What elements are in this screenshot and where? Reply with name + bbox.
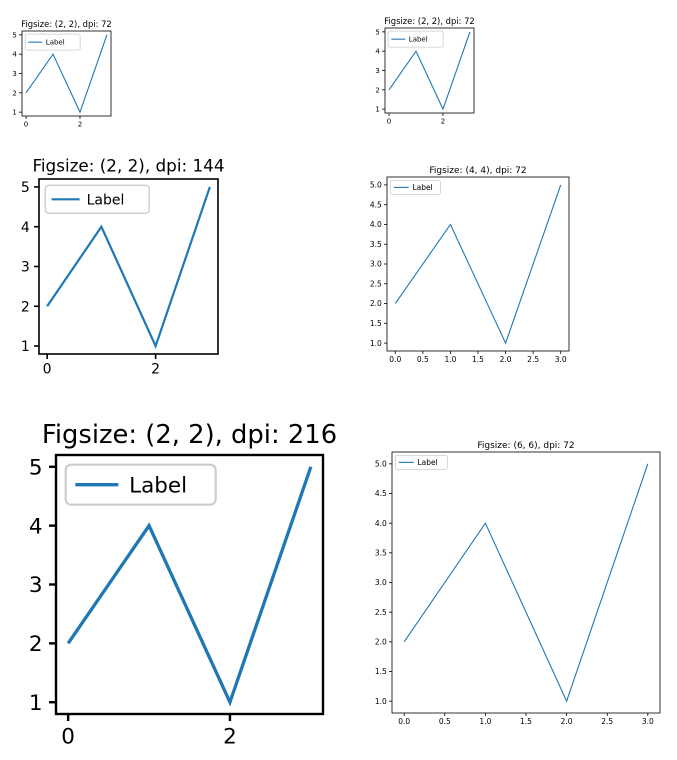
y-tick-label: 3 (375, 67, 379, 75)
series-line (403, 463, 649, 703)
y-tick-label: 3.0 (370, 260, 382, 269)
y-tick-label: 5 (375, 28, 379, 36)
chart-title: Figsize: (4, 4), dpi: 72 (429, 166, 526, 176)
chart-panel: Figsize: (4, 4), dpi: 72 0.0 0.5 1.0 1.5 2.0 2… (370, 166, 570, 364)
chart-title: Figsize: (2, 2), dpi: 72 (384, 16, 475, 26)
x-tick-label: 2.0 (561, 717, 573, 726)
y-tick-label: 5 (21, 180, 30, 196)
y-tick-label: 2.5 (370, 279, 382, 288)
chart-title: Figsize: (2, 2), dpi: 216 (42, 420, 337, 450)
y-tick-label: 2.0 (375, 638, 387, 647)
y-tick-label: 3 (12, 70, 16, 78)
y-tick-label: 5.0 (375, 460, 387, 469)
x-tick-label: 2 (78, 120, 82, 128)
y-tick-label: 1 (375, 106, 379, 114)
y-tick-label: 4.0 (375, 519, 387, 528)
y-tick-label: 3.0 (375, 578, 387, 587)
x-tick-label: 0 (387, 117, 391, 125)
legend-label: Label (46, 39, 65, 47)
x-tick-label: 0.0 (398, 717, 410, 726)
y-tick-label: 2.5 (375, 608, 387, 617)
x-tick-label: 2 (223, 725, 237, 750)
y-tick-label: 2 (375, 86, 379, 94)
legend-label: Label (413, 183, 433, 192)
y-tick-label: 4.5 (370, 200, 382, 209)
x-tick-label: 2.5 (527, 355, 539, 364)
y-tick-label: 1.5 (375, 667, 387, 676)
legend-box (64, 463, 217, 506)
y-tick-label: 4 (29, 514, 43, 539)
legend-label: Label (418, 458, 438, 467)
chart-panel: Figsize: (2, 2), dpi: 216 0 2 1 2 3 4 5 Label (29, 420, 337, 749)
y-tick-label: 3 (21, 260, 30, 276)
y-tick-label: 4 (21, 220, 30, 236)
x-tick-label: 1.5 (520, 717, 532, 726)
x-tick-label: 0 (24, 120, 28, 128)
legend-box (389, 179, 441, 195)
x-tick-label: 1.0 (479, 717, 491, 726)
chart-title: Figsize: (6, 6), dpi: 72 (477, 441, 574, 451)
x-tick-label: 2.0 (500, 355, 512, 364)
series-line (46, 186, 211, 350)
x-tick-label: 0 (61, 725, 75, 750)
y-tick-label: 1 (12, 109, 16, 117)
y-tick-label: 4 (375, 48, 380, 56)
y-tick-label: 4.5 (375, 489, 387, 498)
y-tick-label: 2 (29, 632, 43, 657)
y-tick-label: 5 (29, 456, 43, 481)
y-tick-label: 1 (29, 691, 43, 716)
y-tick-label: 2 (21, 299, 30, 315)
y-tick-label: 1.0 (375, 697, 387, 706)
legend-box (24, 33, 81, 51)
series-line (394, 184, 562, 345)
x-tick-label: 3.0 (642, 717, 654, 726)
y-tick-label: 1 (21, 339, 30, 355)
x-tick-label: 0.5 (417, 355, 429, 364)
chart-panel: Figsize: (2, 2), dpi: 72 0 2 1 2 3 4 5 Label (12, 19, 111, 128)
y-tick-label: 1.5 (370, 319, 382, 328)
chart-title: Figsize: (2, 2), dpi: 144 (32, 155, 224, 175)
y-tick-label: 3.5 (370, 240, 382, 249)
x-tick-label: 0 (43, 362, 52, 378)
chart-panel: Figsize: (6, 6), dpi: 72 0.0 0.5 1.0 1.5 2.0 2… (375, 441, 661, 726)
series-line (66, 466, 313, 707)
x-tick-label: 1.0 (444, 355, 456, 364)
series-line (388, 31, 471, 111)
y-tick-label: 2.0 (370, 299, 382, 308)
legend-box (44, 184, 150, 215)
x-tick-label: 0.5 (439, 717, 451, 726)
x-tick-label: 0.0 (389, 355, 401, 364)
y-tick-label: 4.0 (370, 220, 382, 229)
legend-box (394, 454, 448, 470)
y-tick-label: 2 (12, 89, 16, 97)
y-tick-label: 5.0 (370, 181, 382, 190)
y-tick-label: 3 (29, 573, 43, 598)
x-tick-label: 2 (151, 362, 160, 378)
x-tick-label: 1.5 (472, 355, 484, 364)
axes-frame (386, 176, 570, 352)
legend-label: Label (129, 473, 187, 498)
y-tick-label: 1.0 (370, 339, 382, 348)
chart-panel: Figsize: (2, 2), dpi: 72 0 2 1 2 3 4 5 Label (375, 16, 474, 125)
x-tick-label: 2.5 (601, 717, 613, 726)
y-tick-label: 4 (12, 51, 17, 59)
legend-label: Label (409, 36, 428, 44)
x-tick-label: 2 (441, 117, 445, 125)
x-tick-label: 3.0 (555, 355, 567, 364)
series-line (25, 34, 108, 114)
legend-label: Label (87, 192, 125, 208)
axes-frame (391, 451, 661, 714)
legend-box (387, 30, 444, 48)
y-tick-label: 5 (12, 31, 16, 39)
chart-title: Figsize: (2, 2), dpi: 72 (21, 19, 112, 29)
chart-panel: Figsize: (2, 2), dpi: 144 0 2 1 2 3 4 5 Label (21, 155, 225, 377)
y-tick-label: 3.5 (375, 549, 387, 558)
